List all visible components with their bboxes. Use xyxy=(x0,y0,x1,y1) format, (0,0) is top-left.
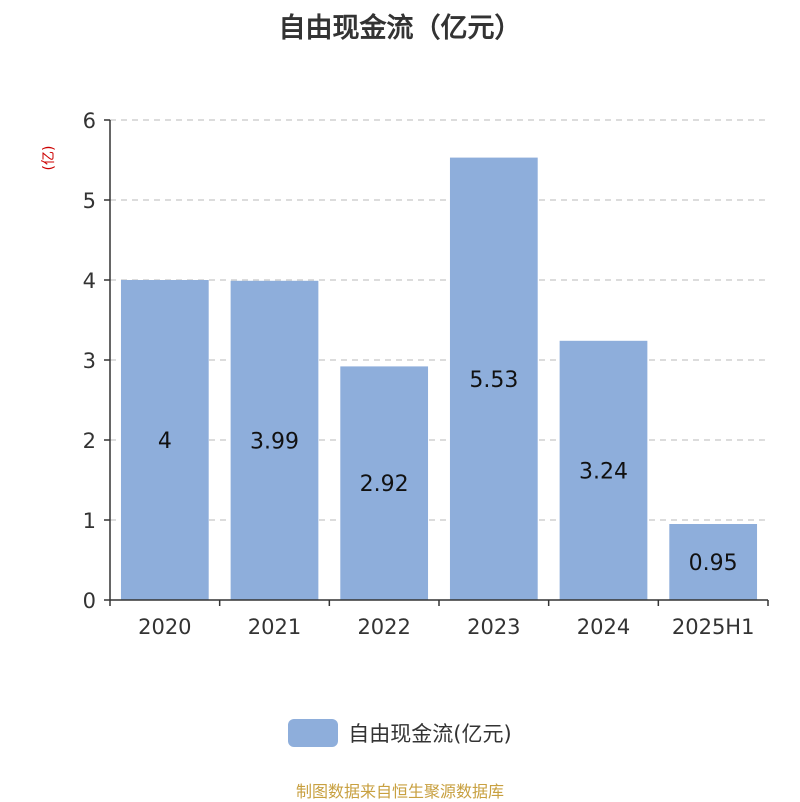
chart-title: 自由现金流（亿元） xyxy=(278,13,522,44)
data-label: 3.24 xyxy=(579,459,628,484)
y-tick-label: 1 xyxy=(83,509,96,533)
source-note: 制图数据来自恒生聚源数据库 xyxy=(295,782,504,801)
data-label: 0.95 xyxy=(689,551,738,576)
x-tick-label: 2022 xyxy=(357,615,410,639)
y-tick-label: 6 xyxy=(83,109,96,133)
bar[interactable] xyxy=(230,280,319,600)
bar[interactable] xyxy=(559,340,648,600)
y-axis-title: (亿) xyxy=(41,146,57,171)
x-tick-label: 2020 xyxy=(138,615,191,639)
bar[interactable] xyxy=(669,524,758,600)
axes: 0 1 2 3 4 5 6 2020 2021 2022 2023 2024 2025H1 xyxy=(83,109,769,639)
bar[interactable] xyxy=(340,366,429,600)
x-tick-label: 2023 xyxy=(467,615,520,639)
x-tick-label: 2025H1 xyxy=(672,615,755,639)
data-label: 4 xyxy=(158,429,172,454)
y-tick-label: 5 xyxy=(83,189,96,213)
data-label: 3.99 xyxy=(250,429,299,454)
bars xyxy=(120,157,758,600)
y-tick-label: 3 xyxy=(83,349,96,373)
y-tick-label: 4 xyxy=(83,269,96,293)
y-tick-label: 2 xyxy=(83,429,96,453)
data-labels: 4 3.99 2.92 5.53 3.24 0.95 xyxy=(158,368,738,576)
data-label: 2.92 xyxy=(360,472,409,497)
x-tick-label: 2024 xyxy=(577,615,630,639)
legend-label: 自由现金流(亿元) xyxy=(348,722,512,746)
bar[interactable] xyxy=(120,280,209,600)
x-tick-label: 2021 xyxy=(248,615,301,639)
bar[interactable] xyxy=(449,157,538,600)
y-tick-label: 0 xyxy=(83,589,96,613)
legend[interactable]: 自由现金流(亿元) xyxy=(0,718,800,748)
data-label: 5.53 xyxy=(469,368,518,393)
legend-swatch xyxy=(288,719,339,747)
